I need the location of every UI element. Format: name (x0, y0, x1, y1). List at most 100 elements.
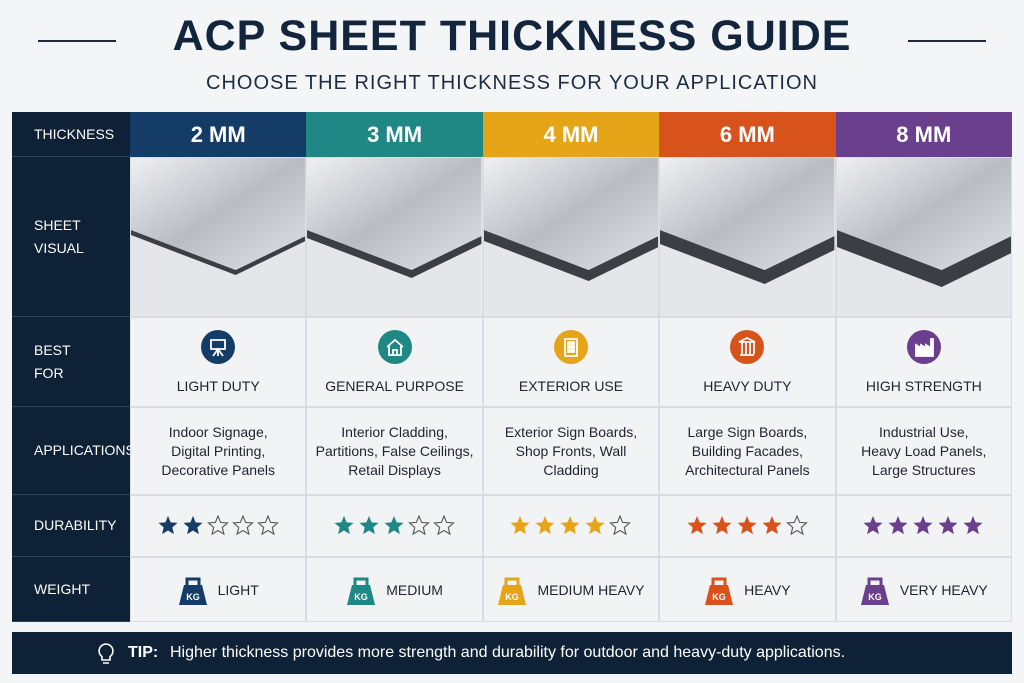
kg-label: KG (506, 592, 520, 602)
durability-cell (130, 495, 307, 557)
best-for-icon (553, 330, 588, 364)
star-rating (510, 515, 632, 536)
star (510, 516, 530, 535)
weight-icon: KG (705, 577, 734, 605)
star (712, 516, 732, 535)
visual-cell (835, 157, 1012, 317)
title: ACP SHEET THICKNESS GUIDE (172, 12, 852, 60)
kettlebell-handle (711, 577, 727, 585)
star (206, 515, 229, 536)
row-label: DURABILITY (12, 495, 130, 557)
applications-cell: Industrial Use, Heavy Load Panels, Large S… (835, 407, 1012, 495)
sheet-edge (836, 230, 1011, 287)
star (863, 516, 883, 535)
durability-cell (482, 495, 660, 557)
sheet-edge (307, 230, 482, 278)
best-for-cell: HIGH STRENGTH (835, 317, 1012, 407)
application-line: Building Facades, (691, 442, 804, 459)
star (359, 516, 379, 535)
thickness-header: 6 MM (659, 112, 836, 157)
application-line: Heavy Load Panels, (861, 442, 987, 459)
icon-circle (553, 330, 588, 364)
visual-cell (659, 157, 836, 317)
kettlebell-body (498, 584, 527, 605)
thickness-header: 2 MM (130, 112, 307, 157)
application-line: Industrial Use, (879, 423, 969, 440)
star (384, 516, 404, 535)
best-for-icon (906, 330, 941, 364)
sheet-edge (483, 230, 659, 281)
kettlebell-handle (353, 577, 369, 585)
star (433, 515, 455, 536)
kg-label: KG (868, 592, 882, 602)
star (560, 516, 580, 535)
star (609, 515, 632, 536)
durability-cell (306, 495, 483, 557)
star (938, 516, 958, 535)
sheet-visual (660, 158, 835, 316)
kettlebell-body (860, 584, 889, 605)
durability-cell (659, 495, 836, 557)
applications-cell: Interior Cladding, Partitions, False Ceil… (306, 407, 483, 495)
icon-glyph (385, 338, 404, 356)
kettlebell-body (178, 584, 207, 605)
kettlebell-handle (867, 577, 883, 585)
best-for-cell: EXTERIOR USE (482, 317, 660, 407)
weight-label: VERY HEAVY (899, 581, 988, 598)
best-for-icon (377, 330, 412, 364)
applications-cell: Indoor Signage, Digital Printing, Decorati… (130, 407, 307, 495)
sheet-face (307, 158, 482, 270)
visual-cell (130, 157, 307, 317)
icon-glyph (738, 336, 756, 356)
sheet-face (131, 158, 306, 270)
weight-cell: KG HEAVY (659, 557, 836, 622)
title-rule (908, 40, 986, 42)
sheet-face (660, 158, 835, 270)
sheet-edge (660, 230, 835, 284)
best-for-cell: LIGHT DUTY (130, 317, 307, 407)
application-line: Digital Printing, (171, 442, 266, 459)
bulb-icon (98, 643, 114, 664)
tip-bar: TIP: Higher thickness provides more stre… (12, 632, 1012, 674)
thickness-header: 3 MM (306, 112, 483, 157)
star (158, 516, 178, 535)
visual-cell (306, 157, 483, 317)
star (585, 516, 605, 535)
weight-label: LIGHT (217, 581, 259, 598)
application-line: Decorative Panels (161, 461, 275, 478)
weight-cell: KG MEDIUM HEAVY (482, 557, 660, 622)
weight-label: MEDIUM HEAVY (537, 581, 645, 598)
icon-glyph (914, 338, 934, 357)
row-label: THICKNESS (12, 112, 130, 157)
tip-label: TIP: (128, 644, 159, 661)
weight-cell: KG VERY HEAVY (835, 557, 1012, 622)
best-for-icon (730, 330, 765, 364)
sheet-face (483, 158, 659, 270)
weight-icon: KG (498, 577, 527, 605)
star (737, 516, 757, 535)
weight-cell: KG MEDIUM (306, 557, 483, 622)
sheet-visual (307, 158, 482, 316)
star-rating (863, 516, 983, 535)
weight-icon: KG (347, 577, 376, 605)
application-line: Shop Fronts, Wall (515, 442, 627, 459)
weight-label: MEDIUM (386, 581, 443, 598)
kg-label: KG (712, 592, 726, 602)
icon-circle (730, 330, 765, 364)
star (786, 515, 808, 536)
best-for-cell: GENERAL PURPOSE (306, 317, 483, 407)
sheet-face (836, 158, 1011, 270)
title-rule (38, 40, 116, 42)
application-line: Retail Displays (348, 461, 441, 478)
best-for-label: HIGH STRENGTH (865, 378, 982, 394)
weight-label: HEAVY (744, 581, 791, 598)
star (334, 516, 354, 535)
best-for-cell: HEAVY DUTY (659, 317, 836, 407)
subtitle: CHOOSE THE RIGHT THICKNESS FOR YOUR APPL… (206, 72, 818, 94)
visual-cell (482, 157, 660, 317)
best-for-label: EXTERIOR USE (518, 378, 624, 394)
star (888, 516, 908, 535)
star-rating (334, 515, 455, 536)
sheet-visual (131, 158, 306, 316)
